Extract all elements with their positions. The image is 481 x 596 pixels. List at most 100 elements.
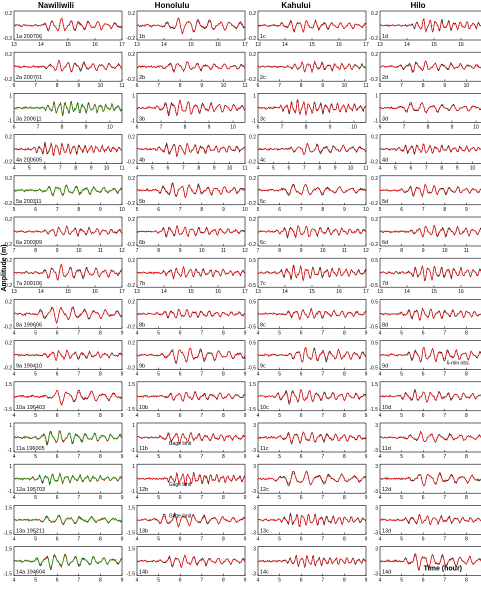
x-tick-label: 12 (363, 248, 369, 254)
panel-label: 1b (139, 34, 145, 40)
panel-10a: 1.5 -1.54 5 6 7 8 9 10a 196403 (3, 381, 124, 419)
x-tick-label: 11 (119, 166, 124, 172)
y-tick-label: 0.2 (5, 341, 12, 347)
panel-label: 5a 200311 (16, 199, 42, 205)
x-tick-label: 5 (278, 413, 281, 419)
x-tick-label: 14 (404, 289, 410, 295)
x-tick-label: 7 (321, 495, 324, 501)
panel-label: 8d (382, 322, 388, 328)
x-tick-label: 10 (98, 83, 104, 89)
model-series-line (379, 265, 481, 282)
x-tick-label: 9 (365, 372, 368, 378)
x-tick-label: 6 (13, 124, 16, 130)
x-tick-label: 6 (300, 372, 303, 378)
panel-8b: 0.2 -0.24 5 6 7 8 9 8b (126, 299, 247, 336)
panel-3a: 1 -16 7 8 9 10 3a 200611 (8, 93, 123, 130)
x-tick-label: 7 (300, 207, 303, 213)
panel-label: 5c (260, 199, 266, 205)
y-tick-label: 0.5 (371, 341, 378, 347)
panel-12a: 1 -14 5 6 7 8 9 12a 195703 (8, 463, 124, 501)
panel-3c: 1 -16 7 8 9 10 3c (252, 93, 367, 130)
x-tick-label: 9 (365, 330, 368, 336)
y-tick-label: 0.2 (5, 258, 12, 264)
x-tick-label: 8 (99, 372, 102, 378)
x-tick-label: 5 (400, 454, 403, 460)
x-tick-label: 10 (119, 207, 125, 213)
annotation-14d: Time (hour) (424, 566, 462, 573)
y-tick-label: 0.2 (128, 11, 135, 17)
y-tick-label: 3 (253, 505, 256, 511)
y-tick-label: -0.5 (247, 324, 256, 330)
x-tick-label: 8 (99, 495, 102, 501)
x-tick-label: 7 (179, 207, 182, 213)
model-series-line (137, 472, 246, 487)
y-tick-label: -3 (374, 448, 379, 454)
x-tick-label: 16 (336, 42, 342, 48)
x-tick-label: 16 (458, 289, 464, 295)
x-tick-label: 6 (287, 166, 290, 172)
x-tick-label: 17 (363, 289, 369, 295)
y-tick-label: 1 (132, 93, 135, 99)
x-tick-label: 5 (157, 454, 160, 460)
x-tick-label: 16 (458, 42, 464, 48)
x-tick-label: 5 (34, 578, 37, 584)
x-tick-label: 8 (343, 454, 346, 460)
x-tick-label: 8 (465, 330, 468, 336)
x-tick-label: 8 (400, 248, 403, 254)
panel-3b: 1 -16 7 8 9 10 3b (131, 93, 246, 130)
panel-4d: 0.2-0.245678910114d (369, 134, 481, 172)
y-tick-label: -1.5 (3, 530, 12, 536)
y-tick-label: 3 (253, 547, 256, 553)
model-series-line (13, 263, 123, 281)
panel-1b: 0.2 -0.213 14 15 16 17 1b (126, 10, 248, 48)
x-tick-label: 15 (431, 289, 437, 295)
x-tick-label: 4 (379, 454, 382, 460)
x-tick-label: 6 (422, 495, 425, 501)
x-tick-label: 10 (351, 124, 357, 130)
panel-14b: 1.5 -1.54 5 6 7 8 9 14b (126, 546, 247, 584)
panel-label: 8a 199606 (16, 322, 42, 328)
x-tick-label: 4 (379, 578, 382, 584)
y-tick-label: 0.5 (249, 341, 256, 347)
x-tick-label: 9 (121, 372, 124, 378)
y-tick-label: -0.2 (126, 77, 135, 83)
x-tick-label: 5 (278, 330, 281, 336)
y-tick-label: 1.5 (5, 382, 12, 388)
x-tick-label: 9 (56, 248, 59, 254)
panel-11c: 3 -34 5 6 7 8 9 11c (252, 422, 368, 460)
panel-5b: 0.2 -0.25 6 7 8 9 10 5b (126, 175, 248, 213)
x-tick-label: 4 (136, 166, 139, 172)
x-tick-label: 7 (136, 248, 139, 254)
x-tick-label: 9 (121, 495, 124, 501)
x-tick-label: 5 (34, 330, 37, 336)
y-tick-label: 0.2 (249, 135, 256, 141)
model-series-line (379, 473, 481, 487)
x-tick-label: 5 (34, 536, 37, 542)
x-tick-label: 9 (90, 166, 93, 172)
x-tick-label: 15 (309, 289, 315, 295)
y-tick-label: -3 (374, 489, 379, 495)
x-tick-label: 4 (13, 495, 16, 501)
y-tick-label: 1.5 (249, 382, 256, 388)
panel-label: 7b (139, 281, 145, 287)
panel-9b: 0.2 -0.24 5 6 7 8 9 9b (126, 340, 247, 378)
x-tick-label: 5 (34, 372, 37, 378)
x-tick-label: 4 (13, 166, 16, 172)
x-tick-label: 9 (365, 536, 368, 542)
x-tick-label: 14 (38, 289, 44, 295)
x-tick-label: 9 (121, 454, 124, 460)
model-series-line (257, 142, 367, 156)
x-tick-label: 9 (443, 83, 446, 89)
panel-13c: 3 -34 5 6 7 8 9 13c (252, 505, 368, 542)
panel-label: 12a 195703 (16, 487, 45, 493)
y-tick-label: -0.2 (247, 201, 256, 207)
x-tick-label: 8 (343, 536, 346, 542)
y-tick-label: -1 (131, 118, 136, 124)
y-tick-label: -0.2 (126, 366, 135, 372)
x-tick-label: 8 (99, 578, 102, 584)
x-tick-label: 8 (305, 124, 308, 130)
x-tick-label: 7 (443, 413, 446, 419)
x-tick-label: 8 (99, 413, 102, 419)
model-series-line (136, 61, 246, 73)
y-tick-label: -3 (252, 448, 257, 454)
